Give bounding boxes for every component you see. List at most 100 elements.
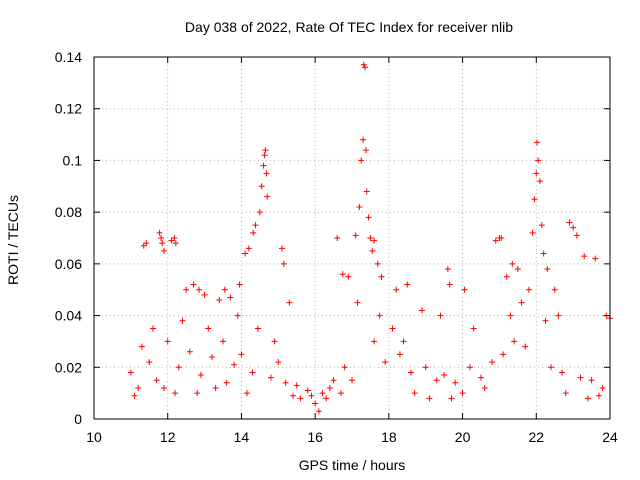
data-point [330,377,337,384]
data-point [534,139,541,146]
data-point [262,147,269,154]
data-point [179,317,186,324]
data-point [354,299,361,306]
data-point [577,374,584,381]
data-point [315,408,322,415]
data-point [361,64,368,71]
data-point [197,372,204,379]
data-point [171,235,178,241]
y-tick-label: 0.1 [63,152,83,168]
data-point [367,235,374,241]
data-point [293,382,300,389]
data-point [573,232,580,239]
data-point [221,286,228,293]
data-point [245,245,252,252]
data-point [396,351,403,358]
data-point [345,273,352,280]
data-point [234,312,241,319]
data-point [231,361,238,368]
data-point [242,250,249,257]
data-point [164,338,171,345]
data-point [544,266,551,273]
data-point [448,395,455,402]
data-point [158,235,165,241]
data-point [190,281,197,288]
x-tick-label: 10 [86,429,102,445]
data-point [135,384,142,391]
data-point [208,353,215,360]
data-point [319,390,326,397]
data-point [444,266,451,273]
data-point [489,359,496,366]
data-point [446,281,453,288]
data-point [243,390,250,397]
data-point [422,364,429,371]
y-tick-label: 0.08 [55,204,82,220]
data-point [382,359,389,366]
data-point [514,266,521,273]
data-point [223,379,230,386]
data-point [595,392,602,399]
data-point [378,273,385,280]
data-point [159,240,166,247]
data-point [261,152,268,159]
data-point [365,214,372,221]
data-point [212,384,219,391]
data-point [220,338,226,345]
data-point [551,286,558,293]
data-point [304,387,311,394]
data-point [258,183,265,190]
data-point [216,297,223,304]
data-point [437,312,444,319]
data-point [138,343,145,350]
data-point [540,250,547,257]
data-point [349,377,355,384]
data-point [371,237,378,244]
data-point [168,237,175,244]
data-point [407,369,414,376]
data-point [363,147,370,154]
data-point [271,338,278,345]
data-point [400,338,407,345]
y-axis-title: ROTI / TECUs [5,195,21,285]
plot-frame [93,56,611,420]
data-point [393,286,400,293]
data-point [280,260,287,267]
data-point [536,178,543,185]
data-point [411,390,418,397]
data-point [581,253,588,260]
data-point [256,209,263,216]
data-point [286,299,293,306]
data-point [161,384,168,391]
data-point [323,395,330,402]
data-point [588,377,595,384]
data-point [522,343,529,350]
data-point [337,390,344,397]
data-point [172,390,179,397]
data-point [374,260,381,267]
data-point [481,384,488,391]
data-point [555,312,562,319]
data-point [290,392,297,399]
data-point [562,390,569,397]
x-axis: 10 12 14 16 18 20 22 24 [86,57,618,445]
data-point [500,351,507,358]
data-point [263,170,270,177]
x-tick-label: 14 [234,429,250,445]
data-point [518,299,525,306]
data-point [146,359,153,366]
data-point [419,307,426,314]
data-point [592,255,599,262]
data-point [360,61,367,68]
x-tick-label: 18 [381,429,397,445]
data-point [252,222,259,229]
chart-title: Day 038 of 2022, Rate Of TEC Index for r… [185,19,513,35]
data-point [525,286,532,293]
data-point [466,364,473,371]
y-tick-label: 0.14 [55,49,82,65]
data-point [566,219,573,226]
data-point [264,193,271,200]
data-point [498,235,505,241]
data-point [260,162,267,169]
data-point [326,384,333,391]
